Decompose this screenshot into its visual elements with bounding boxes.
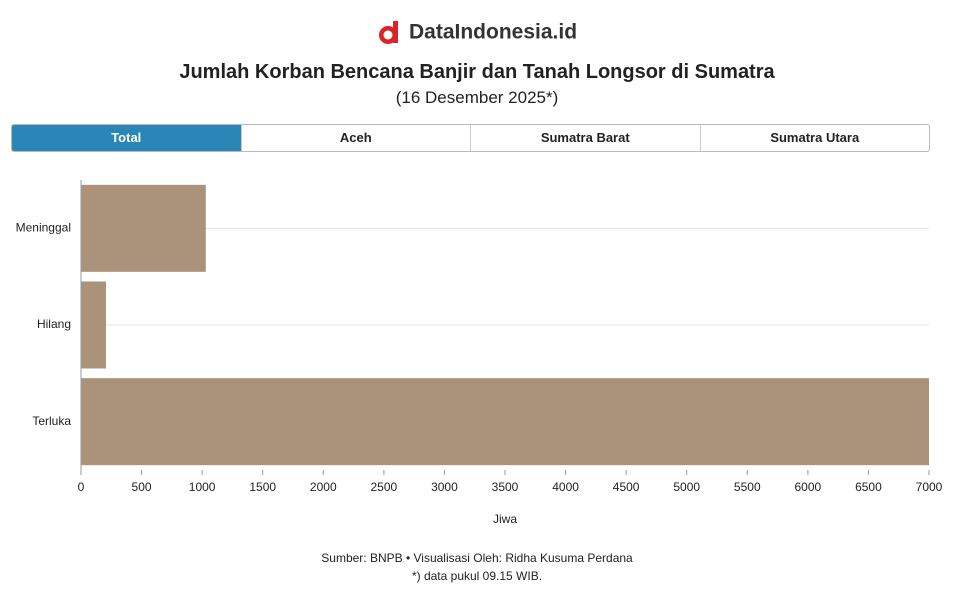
x-tick-label: 1500	[249, 480, 276, 494]
logo: DataIndonesia.id	[0, 20, 954, 46]
bar	[81, 281, 106, 369]
x-tick-label: 3500	[492, 480, 519, 494]
tab[interactable]: Sumatra Utara	[699, 125, 930, 151]
y-tick-label: Meninggal	[16, 221, 71, 235]
x-tick-label: 6500	[855, 480, 882, 494]
y-tick-label: Terluka	[32, 414, 71, 428]
x-tick-label: 500	[132, 480, 152, 494]
tab[interactable]: Aceh	[240, 125, 471, 151]
source: Sumber: BNPB • Visualisasi Oleh: Ridha K…	[321, 551, 633, 565]
tab-bar: Total Aceh Sumatra Barat Sumatra Utara	[11, 124, 930, 152]
tab[interactable]: Total	[12, 125, 241, 151]
bar	[81, 378, 929, 466]
x-tick-label: 5500	[734, 480, 761, 494]
x-axis-label: Jiwa	[493, 512, 517, 526]
x-tick-label: 6000	[795, 480, 822, 494]
bar	[81, 184, 206, 272]
footnote: *) data pukul 09.15 WIB.	[411, 569, 543, 583]
x-tick-label: 5000	[673, 480, 700, 494]
x-tick-label: 7000	[916, 480, 943, 494]
x-tick-label: 2500	[371, 480, 398, 494]
y-tick-label: Hilang	[37, 317, 71, 331]
logo-text: DataIndonesia.id	[408, 20, 578, 44]
x-tick-label: 3000	[431, 480, 458, 494]
x-tick-label: 2000	[310, 480, 337, 494]
logo-icon	[378, 21, 398, 44]
x-tick-label: 4000	[552, 480, 579, 494]
tab[interactable]: Sumatra Barat	[470, 125, 700, 151]
chart-title: Jumlah Korban Bencana Banjir dan Tanah L…	[179, 61, 775, 83]
x-tick-label: 1000	[189, 480, 216, 494]
x-tick-label: 0	[78, 480, 85, 494]
x-tick-label: 4500	[613, 480, 640, 494]
chart-subtitle: (16 Desember 2025*)	[395, 88, 559, 107]
